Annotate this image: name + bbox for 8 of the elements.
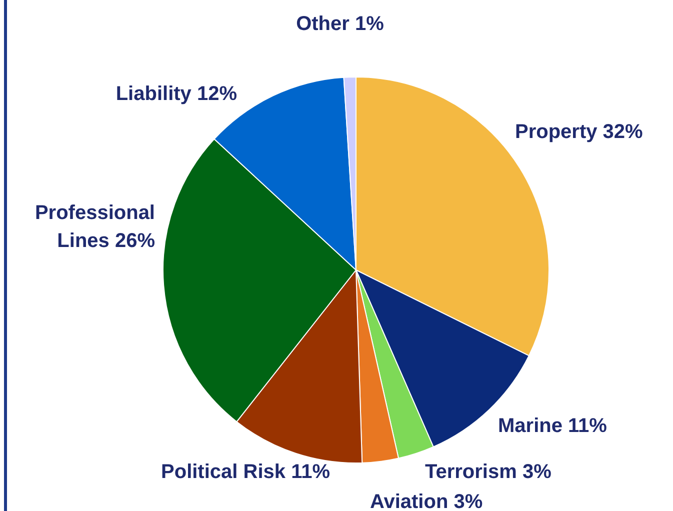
slice-label: Liability 12% bbox=[116, 83, 238, 105]
slice-label: Property 32% bbox=[515, 121, 644, 143]
slice-label: Political Risk 11% bbox=[161, 461, 330, 483]
slice-label: Aviation 3% bbox=[370, 491, 483, 511]
slice-label: Marine 11% bbox=[498, 415, 608, 437]
slice-label: Terrorism 3% bbox=[425, 461, 552, 483]
slice-label: Other 1% bbox=[296, 13, 384, 35]
slice-label: Professional Lines 26% bbox=[34, 202, 156, 252]
